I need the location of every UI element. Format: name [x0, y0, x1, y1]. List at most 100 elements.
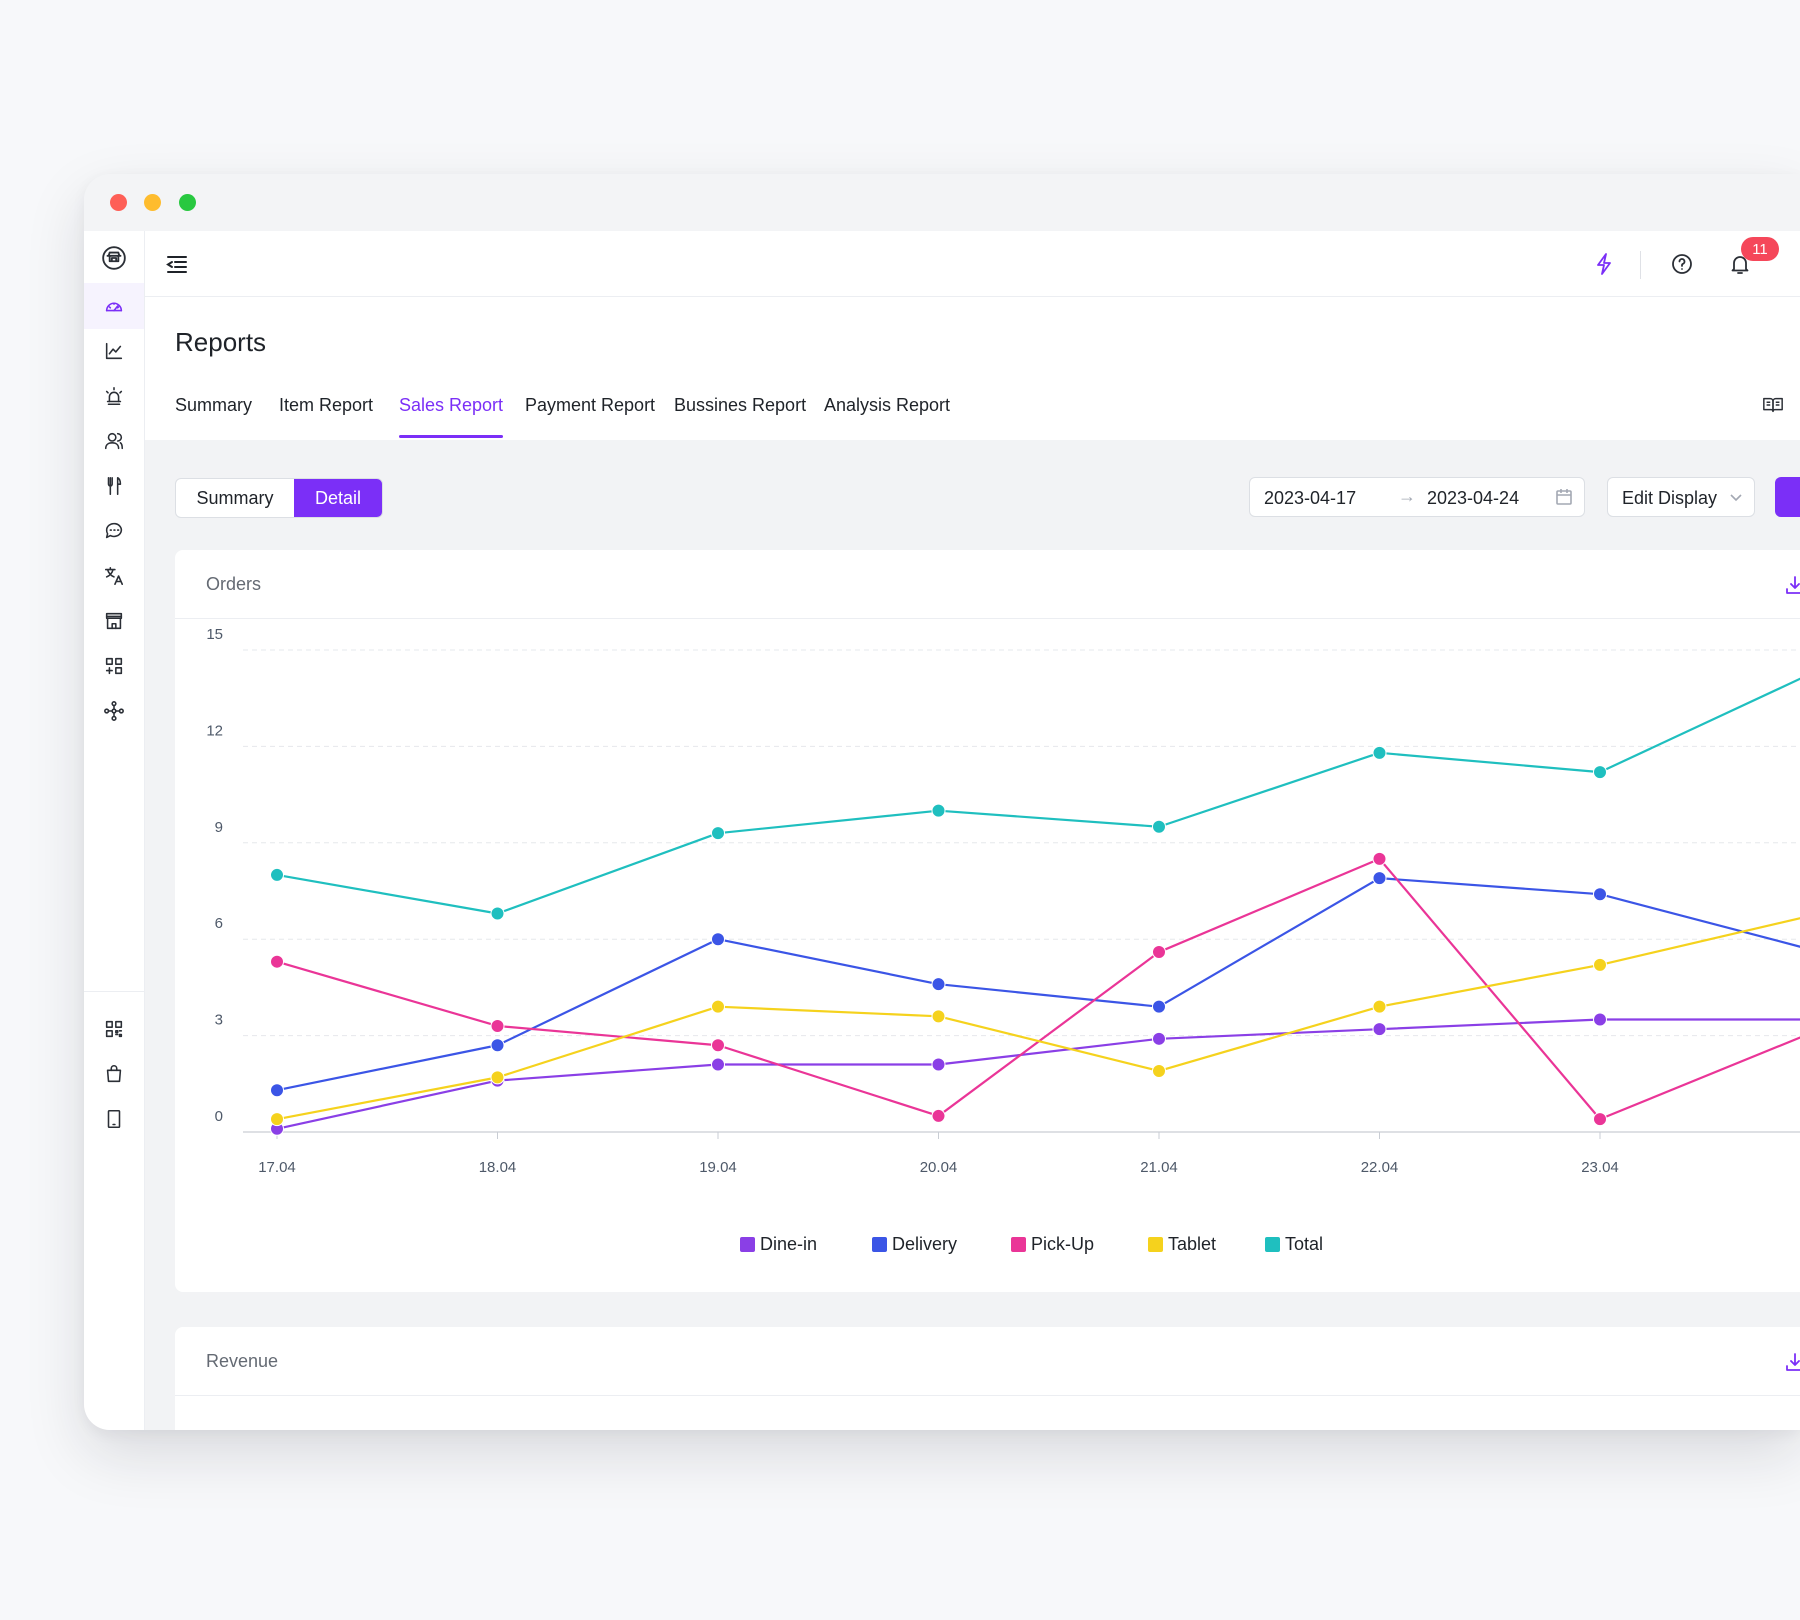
series-line-tablet [276, 917, 1800, 1121]
legend-item[interactable]: Total [1265, 1234, 1323, 1255]
card-divider [175, 1395, 1800, 1396]
tab-item-report[interactable]: Item Report [279, 395, 374, 415]
date-range-picker[interactable]: 2023-04-17 → 2023-04-24 [1249, 477, 1585, 517]
data-point [1372, 1022, 1387, 1037]
sidebar-item-dashboard[interactable] [84, 283, 144, 329]
legend-item[interactable]: Dine-in [740, 1234, 817, 1255]
legend-swatch [1265, 1237, 1280, 1252]
menu-collapse-icon [166, 256, 187, 273]
data-point [931, 1057, 946, 1072]
edit-display-dropdown[interactable]: Edit Display [1607, 477, 1755, 517]
legend-item[interactable]: Delivery [872, 1234, 957, 1255]
translate-icon [104, 566, 124, 586]
legend-label: Tablet [1168, 1234, 1217, 1254]
sidebar-item-messages[interactable] [84, 508, 144, 554]
revenue-card: Revenue [175, 1327, 1800, 1430]
notification-count-badge: 11 [1741, 237, 1779, 261]
data-point [270, 1112, 284, 1127]
alarm-icon [105, 386, 123, 406]
chevron-down-icon [1729, 490, 1743, 504]
end-date: 2023-04-24 [1427, 488, 1520, 508]
storefront-icon [105, 612, 123, 630]
help-circle-icon [1672, 254, 1692, 274]
collapse-menu-button[interactable] [163, 250, 191, 278]
data-point [490, 906, 505, 921]
sidebar-item-devices[interactable] [84, 1096, 144, 1142]
edit-display-label: Edit Display [1622, 488, 1718, 508]
sidebar-item-alarm[interactable] [84, 373, 144, 419]
legend-swatch [1011, 1237, 1026, 1252]
tab-sales-report[interactable]: Sales Report [399, 395, 504, 415]
x-tick-label: 20.04 [920, 1159, 958, 1176]
close-window-button[interactable] [110, 194, 127, 211]
lightning-bolt-icon [1597, 253, 1611, 275]
sidebar-divider [84, 991, 144, 992]
data-point [1372, 851, 1387, 866]
tab-analysis-report[interactable]: Analysis Report [824, 395, 951, 415]
data-point [711, 826, 725, 841]
sidebar-item-translate[interactable] [84, 553, 144, 599]
sidebar-item-qr[interactable] [84, 1006, 144, 1052]
data-point [1152, 1063, 1166, 1078]
data-point [1593, 1012, 1607, 1027]
sidebar [84, 231, 145, 1430]
legend-item[interactable]: Tablet [1148, 1234, 1216, 1255]
orders-card-title: Orders [206, 574, 262, 594]
card-divider [175, 618, 1800, 619]
detail-view-button[interactable]: Detail [294, 479, 382, 517]
data-point [711, 932, 725, 947]
shopping-bag-icon [106, 1065, 122, 1083]
x-tick-label: 18.04 [479, 1159, 517, 1176]
data-point [490, 1018, 505, 1033]
store-logo-icon[interactable] [84, 235, 144, 281]
tab-bussines-report[interactable]: Bussines Report [674, 395, 807, 415]
topbar-separator [1640, 251, 1641, 279]
sidebar-item-widgets[interactable] [84, 643, 144, 689]
y-tick-label: 3 [215, 1012, 223, 1029]
data-point [1152, 819, 1166, 834]
data-point [1372, 999, 1387, 1014]
y-tick-label: 15 [206, 626, 223, 643]
view-toggle: Summary Detail [175, 478, 383, 518]
series-line-pick-up [276, 857, 1800, 1121]
maximize-window-button[interactable] [179, 194, 196, 211]
guide-book-icon[interactable] [1762, 394, 1784, 416]
x-tick-label: 19.04 [699, 1159, 737, 1176]
series-line-delivery [276, 877, 1800, 1092]
legend-label: Total [1285, 1234, 1324, 1254]
data-point [1593, 1112, 1607, 1127]
y-tick-label: 6 [215, 915, 223, 932]
data-point [931, 1108, 946, 1123]
sidebar-item-store[interactable] [84, 598, 144, 644]
sidebar-item-customers[interactable] [84, 418, 144, 464]
summary-view-button[interactable]: Summary [196, 487, 274, 508]
primary-action-button[interactable] [1775, 477, 1800, 517]
legend-item[interactable]: Pick-Up [1011, 1234, 1094, 1255]
series-line-total [276, 677, 1800, 915]
tab-summary[interactable]: Summary [175, 395, 253, 415]
notifications-button[interactable] [1726, 250, 1754, 278]
network-icon [104, 701, 124, 721]
data-point [1152, 999, 1166, 1014]
chart-legend: Dine-in Delivery Pick-Up Tablet Total [175, 1234, 1800, 1262]
download-icon[interactable] [1784, 1351, 1800, 1373]
sidebar-item-analytics[interactable] [84, 328, 144, 374]
download-icon[interactable] [1784, 574, 1800, 596]
orders-line-chart: 0 3 6 9 12 15 17.04 18.04 19.04 20.04 21.04 22.04 23… [206, 626, 1800, 1176]
data-point [1593, 887, 1607, 902]
sidebar-item-orders[interactable] [84, 1051, 144, 1097]
legend-label: Pick-Up [1031, 1234, 1095, 1254]
help-button[interactable] [1668, 250, 1696, 278]
sidebar-item-menu[interactable] [84, 463, 144, 509]
data-point [711, 1057, 725, 1072]
legend-swatch [1148, 1237, 1163, 1252]
calendar-icon [1555, 488, 1573, 506]
x-tick-label: 17.04 [258, 1159, 296, 1176]
legend-label: Dine-in [760, 1234, 818, 1254]
minimize-window-button[interactable] [144, 194, 161, 211]
tab-payment-report[interactable]: Payment Report [525, 395, 656, 415]
widgets-icon [105, 657, 123, 675]
sidebar-item-integrations[interactable] [84, 688, 144, 734]
quick-actions-button[interactable] [1590, 250, 1618, 278]
data-point [1152, 945, 1166, 960]
